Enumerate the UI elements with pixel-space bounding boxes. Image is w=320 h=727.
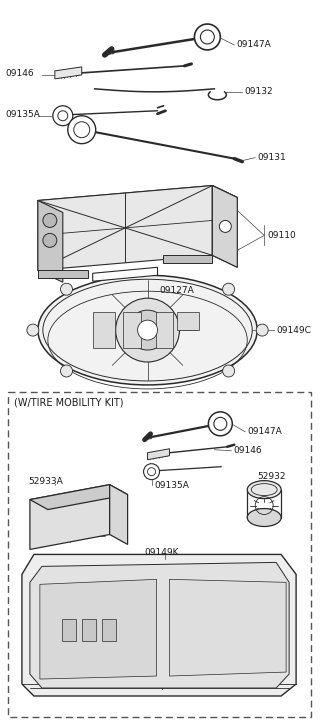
Text: 09147A: 09147A [247,427,282,436]
Polygon shape [38,185,212,270]
Polygon shape [30,485,128,510]
Polygon shape [40,579,156,679]
Polygon shape [8,392,311,717]
Text: 52933A: 52933A [28,477,63,486]
Text: 09127A: 09127A [159,286,194,294]
Text: 09131: 09131 [257,153,286,162]
Circle shape [74,121,90,137]
Polygon shape [38,201,63,282]
Circle shape [43,233,57,247]
Polygon shape [55,67,82,79]
Text: 09149C: 09149C [276,326,311,334]
Ellipse shape [247,481,281,499]
Polygon shape [38,185,237,212]
Text: 09135A: 09135A [5,111,40,119]
Polygon shape [156,312,173,348]
Circle shape [60,365,72,377]
Polygon shape [102,619,116,641]
Circle shape [208,412,232,435]
Polygon shape [148,449,170,459]
Ellipse shape [38,276,257,385]
Polygon shape [38,270,88,278]
Circle shape [214,417,227,430]
Circle shape [195,24,220,50]
Text: 52932: 52932 [257,472,286,481]
Circle shape [138,320,157,340]
Text: (W/TIRE MOBILITY KIT): (W/TIRE MOBILITY KIT) [14,398,124,408]
Circle shape [144,464,159,480]
Text: 09132: 09132 [244,87,273,96]
Polygon shape [163,255,212,263]
Ellipse shape [247,509,281,526]
Polygon shape [62,619,76,641]
Circle shape [219,220,231,233]
Polygon shape [93,312,115,348]
Text: 09149K: 09149K [145,548,179,557]
Circle shape [53,106,73,126]
Text: 09110: 09110 [267,231,296,240]
Polygon shape [178,312,199,330]
Circle shape [256,324,268,336]
Circle shape [116,298,180,362]
Text: 09147A: 09147A [236,41,271,49]
Circle shape [43,214,57,228]
Circle shape [223,284,235,295]
Circle shape [60,284,72,295]
Circle shape [68,116,96,144]
Polygon shape [212,185,237,268]
Circle shape [200,30,214,44]
Polygon shape [123,312,140,348]
Circle shape [58,111,68,121]
Text: 09146: 09146 [233,446,262,455]
Polygon shape [212,185,237,268]
Circle shape [128,310,167,350]
Polygon shape [82,619,96,641]
Circle shape [27,324,39,336]
Circle shape [148,467,156,475]
Text: 09146: 09146 [5,69,34,79]
Polygon shape [22,555,296,696]
Polygon shape [30,563,289,688]
Polygon shape [110,485,128,545]
Polygon shape [93,268,157,281]
Polygon shape [30,485,110,550]
Polygon shape [170,579,286,676]
Circle shape [223,365,235,377]
Text: 09135A: 09135A [155,481,189,490]
